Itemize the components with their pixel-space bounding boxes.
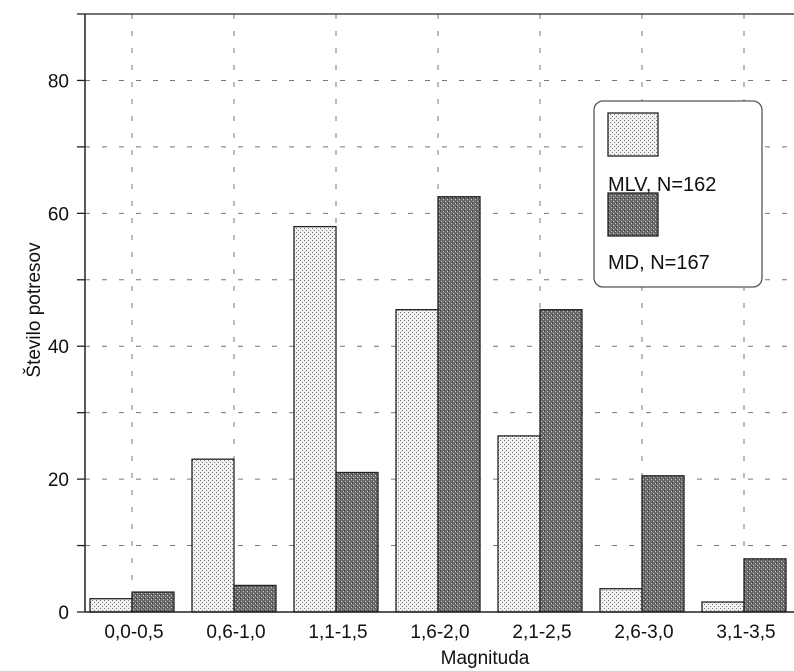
bar-mlv-1	[191, 458, 235, 613]
x-tick-label: 1,6-2,0	[410, 622, 469, 643]
bar-md-6	[743, 558, 787, 613]
bar-md-0	[131, 591, 175, 613]
bar-md-2	[335, 471, 379, 613]
x-tick-label: 1,1-1,5	[308, 622, 367, 643]
x-tick-label: 0,0-0,5	[104, 622, 163, 643]
bar-mlv-4	[497, 435, 541, 613]
bar-md-4	[539, 309, 583, 613]
legend: MLV, N=162 MD, N=167	[593, 100, 763, 288]
x-tick-label: 2,1-2,5	[512, 622, 571, 643]
x-tick-label: 3,1-3,5	[716, 622, 775, 643]
y-tick-label: 20	[48, 470, 69, 491]
legend-swatch-mlv	[607, 112, 659, 157]
legend-label-md: MD, N=167	[608, 252, 710, 274]
y-tick-label: 60	[48, 204, 69, 225]
bar-mlv-6	[701, 601, 745, 613]
x-axis-label: Magnituda	[441, 648, 530, 669]
bar-mlv-0	[89, 598, 133, 613]
y-tick-label: 80	[48, 71, 69, 92]
bar-mlv-2	[293, 225, 337, 613]
axes	[77, 13, 794, 613]
bar-mlv-5	[599, 588, 643, 613]
bar-md-1	[233, 584, 277, 613]
x-tick-label: 0,6-1,0	[206, 622, 265, 643]
legend-swatch-md	[607, 192, 659, 237]
y-tick-label: 0	[58, 603, 69, 624]
y-tick-label: 40	[48, 337, 69, 358]
bar-mlv-3	[395, 309, 439, 613]
bar-md-5	[641, 475, 685, 613]
y-axis-label: Število potresov	[23, 242, 45, 378]
bars	[89, 196, 787, 613]
legend-label-mlv: MLV, N=162	[608, 174, 716, 196]
x-tick-label: 2,6-3,0	[614, 622, 673, 643]
tick-labels: 0 20 40 60 80 0,0-0,5 0,6-1,0 1,1-1,5 1,6-2,0 2,1…	[48, 71, 776, 643]
bar-md-3	[437, 196, 481, 613]
